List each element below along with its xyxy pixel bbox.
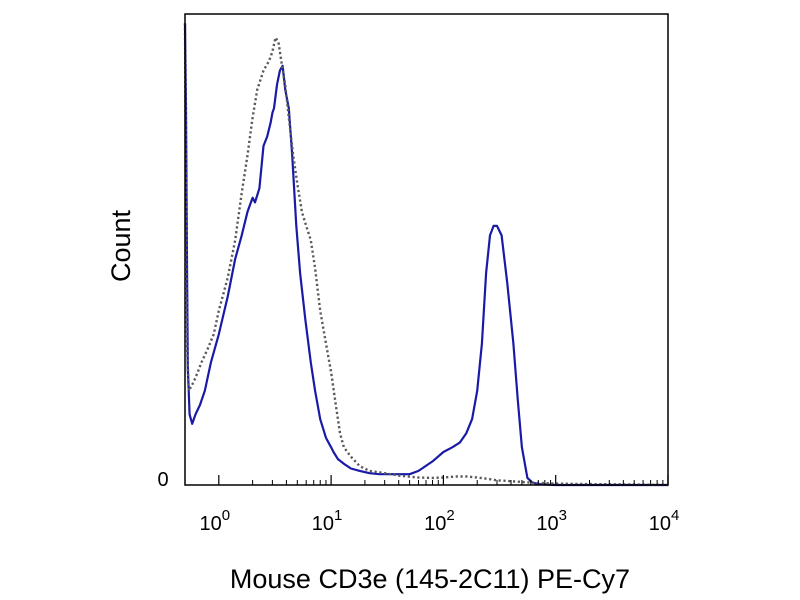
plot-area	[183, 23, 669, 487]
x-axis-ticks: 100 101 102 103 104	[200, 475, 680, 535]
x-tick-label: 104	[649, 507, 680, 535]
x-tick-label: 100	[200, 507, 231, 535]
y-axis-ticks: 0	[157, 469, 168, 491]
control-histogram-line	[183, 23, 669, 487]
plot-frame	[184, 13, 669, 486]
x-tick-label: 103	[536, 507, 567, 535]
y-axis-label: Count	[106, 209, 136, 282]
x-tick-label: 101	[312, 507, 343, 535]
x-tick-label: 102	[424, 507, 455, 535]
stained-histogram-line	[183, 23, 668, 487]
y-tick-label: 0	[157, 469, 168, 491]
x-axis-label: Mouse CD3e (145-2C11) PE-Cy7	[230, 564, 630, 594]
